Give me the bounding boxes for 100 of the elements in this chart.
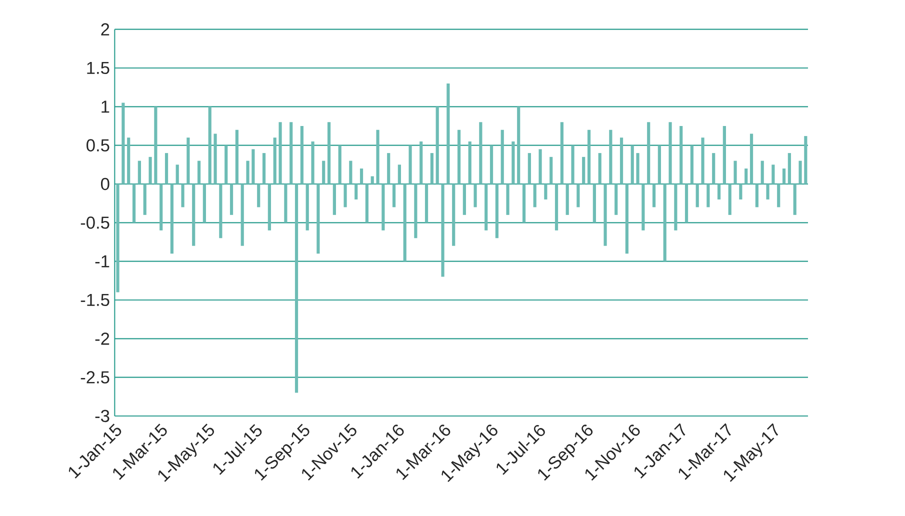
bar	[592, 184, 596, 223]
bar	[722, 126, 726, 184]
y-tick-label: 2	[101, 23, 110, 36]
bar	[252, 149, 255, 184]
bar	[528, 153, 531, 184]
y-tick-label: 1	[102, 100, 110, 113]
bar	[127, 138, 130, 184]
bar	[522, 184, 526, 223]
bar	[192, 184, 196, 246]
bar	[430, 153, 434, 184]
bar	[164, 153, 168, 184]
bar	[392, 184, 396, 208]
bar	[257, 184, 260, 208]
bar	[186, 138, 190, 184]
bar	[750, 134, 754, 184]
bar	[647, 122, 650, 184]
bar	[154, 106, 158, 184]
bar	[230, 184, 234, 215]
bar	[122, 102, 125, 184]
bar	[138, 160, 141, 184]
bar	[148, 156, 152, 184]
bar	[680, 126, 683, 184]
bar	[446, 83, 450, 184]
y-tick-label: -1	[95, 255, 110, 268]
bar	[484, 184, 488, 230]
bar	[554, 184, 558, 230]
bar	[506, 184, 510, 215]
bar	[273, 138, 276, 184]
bar	[170, 184, 174, 254]
bar	[116, 184, 120, 292]
bar	[338, 145, 342, 184]
bar	[240, 184, 244, 246]
bar	[550, 156, 553, 184]
bar	[642, 184, 645, 230]
bar	[636, 153, 640, 184]
bar	[544, 184, 548, 200]
bar	[576, 184, 580, 208]
bar	[284, 184, 288, 223]
bar	[652, 184, 656, 208]
bar	[604, 184, 607, 246]
bar	[382, 184, 385, 230]
bar	[684, 184, 688, 223]
y-tick-label: 0.5	[86, 139, 110, 152]
bar	[560, 122, 564, 184]
bar	[327, 122, 331, 184]
bar	[609, 130, 612, 184]
bar	[658, 145, 661, 184]
bar	[500, 130, 504, 184]
bar	[420, 141, 423, 184]
bar	[370, 176, 374, 184]
bar	[696, 184, 699, 208]
bar	[468, 141, 472, 184]
bar	[462, 184, 466, 215]
bar	[663, 184, 666, 262]
bar	[755, 184, 758, 208]
bar	[262, 153, 266, 184]
y-tick-label: -2.5	[80, 371, 110, 384]
bar	[533, 184, 536, 208]
bar	[365, 184, 368, 223]
bar	[793, 184, 796, 215]
bar	[495, 184, 498, 238]
bar	[424, 184, 428, 223]
bar	[566, 184, 569, 215]
bar	[766, 184, 770, 200]
bar	[208, 106, 212, 184]
bar	[512, 141, 515, 184]
bar	[398, 164, 401, 184]
bar	[354, 184, 358, 200]
bar	[582, 156, 586, 184]
bar	[625, 184, 628, 254]
y-tick-label: -3	[95, 410, 110, 422]
bar	[701, 138, 704, 184]
bar	[804, 136, 808, 184]
bar	[728, 184, 732, 215]
bar	[132, 184, 136, 223]
bar	[739, 184, 742, 200]
bar	[457, 130, 461, 184]
bar	[479, 122, 482, 184]
y-tick-label: 1.5	[87, 62, 110, 74]
bar	[306, 184, 309, 230]
bar	[798, 160, 802, 184]
bar	[300, 126, 304, 184]
bar	[490, 145, 494, 184]
bar	[538, 149, 542, 184]
bar	[349, 160, 352, 184]
bar	[760, 160, 764, 184]
bar	[143, 184, 146, 215]
bar	[246, 160, 250, 184]
bar	[214, 134, 217, 184]
bar	[441, 184, 444, 277]
y-tick-label: 0	[100, 178, 110, 190]
bar	[294, 184, 298, 393]
bar	[630, 145, 634, 184]
bar	[290, 122, 293, 184]
bar	[160, 184, 163, 230]
bar	[690, 145, 694, 184]
bar	[436, 106, 439, 184]
bar	[322, 160, 326, 184]
bar	[311, 141, 314, 184]
bar	[614, 184, 618, 215]
